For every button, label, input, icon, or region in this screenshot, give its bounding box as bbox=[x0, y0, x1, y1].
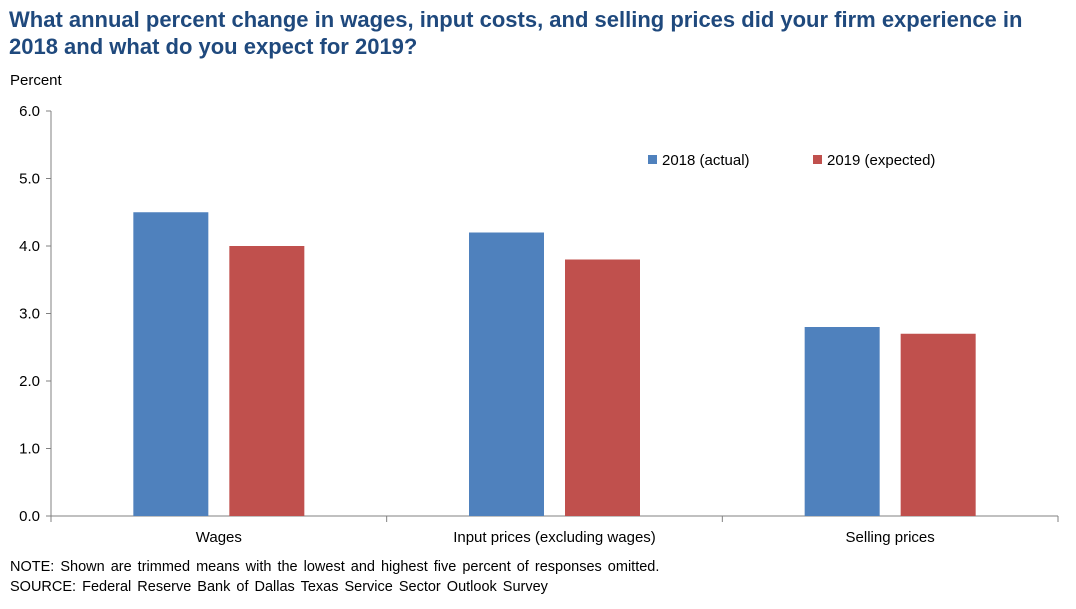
y-axis-unit-label: Percent bbox=[10, 72, 62, 89]
x-category-label: Input prices (excluding wages) bbox=[453, 529, 656, 546]
footnotes: NOTE: Shown are trimmed means with the l… bbox=[10, 557, 659, 597]
y-tick-label: 6.0 bbox=[19, 103, 40, 120]
y-tick-label: 3.0 bbox=[19, 306, 40, 323]
bar-series-2 bbox=[900, 333, 976, 516]
y-tick-label: 1.0 bbox=[19, 441, 40, 458]
bar-series-1 bbox=[804, 327, 880, 516]
y-tick-label: 4.0 bbox=[19, 238, 40, 255]
y-tick-label: 2.0 bbox=[19, 373, 40, 390]
legend-label: 2019 (expected) bbox=[827, 152, 935, 169]
bar-series-2 bbox=[229, 246, 305, 516]
bar-series-1 bbox=[133, 212, 209, 516]
legend-label: 2018 (actual) bbox=[662, 152, 750, 169]
legend-swatch bbox=[648, 155, 657, 164]
chart-title: What annual percent change in wages, inp… bbox=[9, 7, 1023, 59]
source-text: SOURCE: Federal Reserve Bank of Dallas T… bbox=[10, 579, 548, 595]
bar-series-2 bbox=[565, 259, 640, 516]
note-text: NOTE: Shown are trimmed means with the l… bbox=[10, 559, 660, 575]
y-tick-label: 5.0 bbox=[19, 171, 40, 188]
y-tick-label: 0.0 bbox=[19, 508, 40, 525]
x-category-label: Selling prices bbox=[846, 529, 935, 546]
x-category-label: Wages bbox=[196, 529, 242, 546]
bar-series-1 bbox=[469, 232, 544, 516]
legend-swatch bbox=[813, 155, 822, 164]
